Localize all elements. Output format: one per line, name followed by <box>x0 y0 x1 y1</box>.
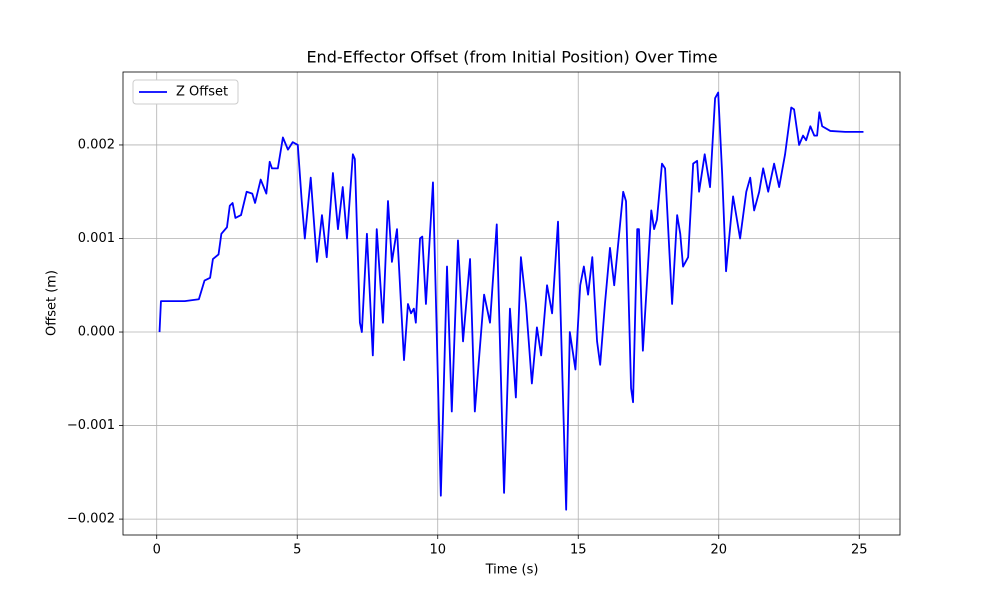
legend-box <box>132 79 239 105</box>
x-axis-label: Time (s) <box>485 563 539 578</box>
x-tick-label: 10 <box>429 543 446 558</box>
x-tick-label: 15 <box>570 543 587 558</box>
data-line <box>158 91 864 511</box>
plot-frame <box>122 71 901 536</box>
x-tick-label: 20 <box>710 543 727 558</box>
y-tick-label: −0.001 <box>67 418 115 433</box>
legend-label: Z Offset <box>176 85 228 100</box>
y-tick-label: 0.001 <box>78 231 115 246</box>
y-axis-label: Offset (m) <box>45 270 60 336</box>
x-tick-label: 0 <box>153 543 161 558</box>
y-tick-label: 0.002 <box>78 137 115 152</box>
x-tick-label: 5 <box>293 543 301 558</box>
y-tick-label: 0.000 <box>78 325 115 340</box>
x-tick-label: 25 <box>851 543 868 558</box>
y-tick-label: −0.002 <box>67 512 115 527</box>
chart-title: End-Effector Offset (from Initial Positi… <box>306 48 717 67</box>
